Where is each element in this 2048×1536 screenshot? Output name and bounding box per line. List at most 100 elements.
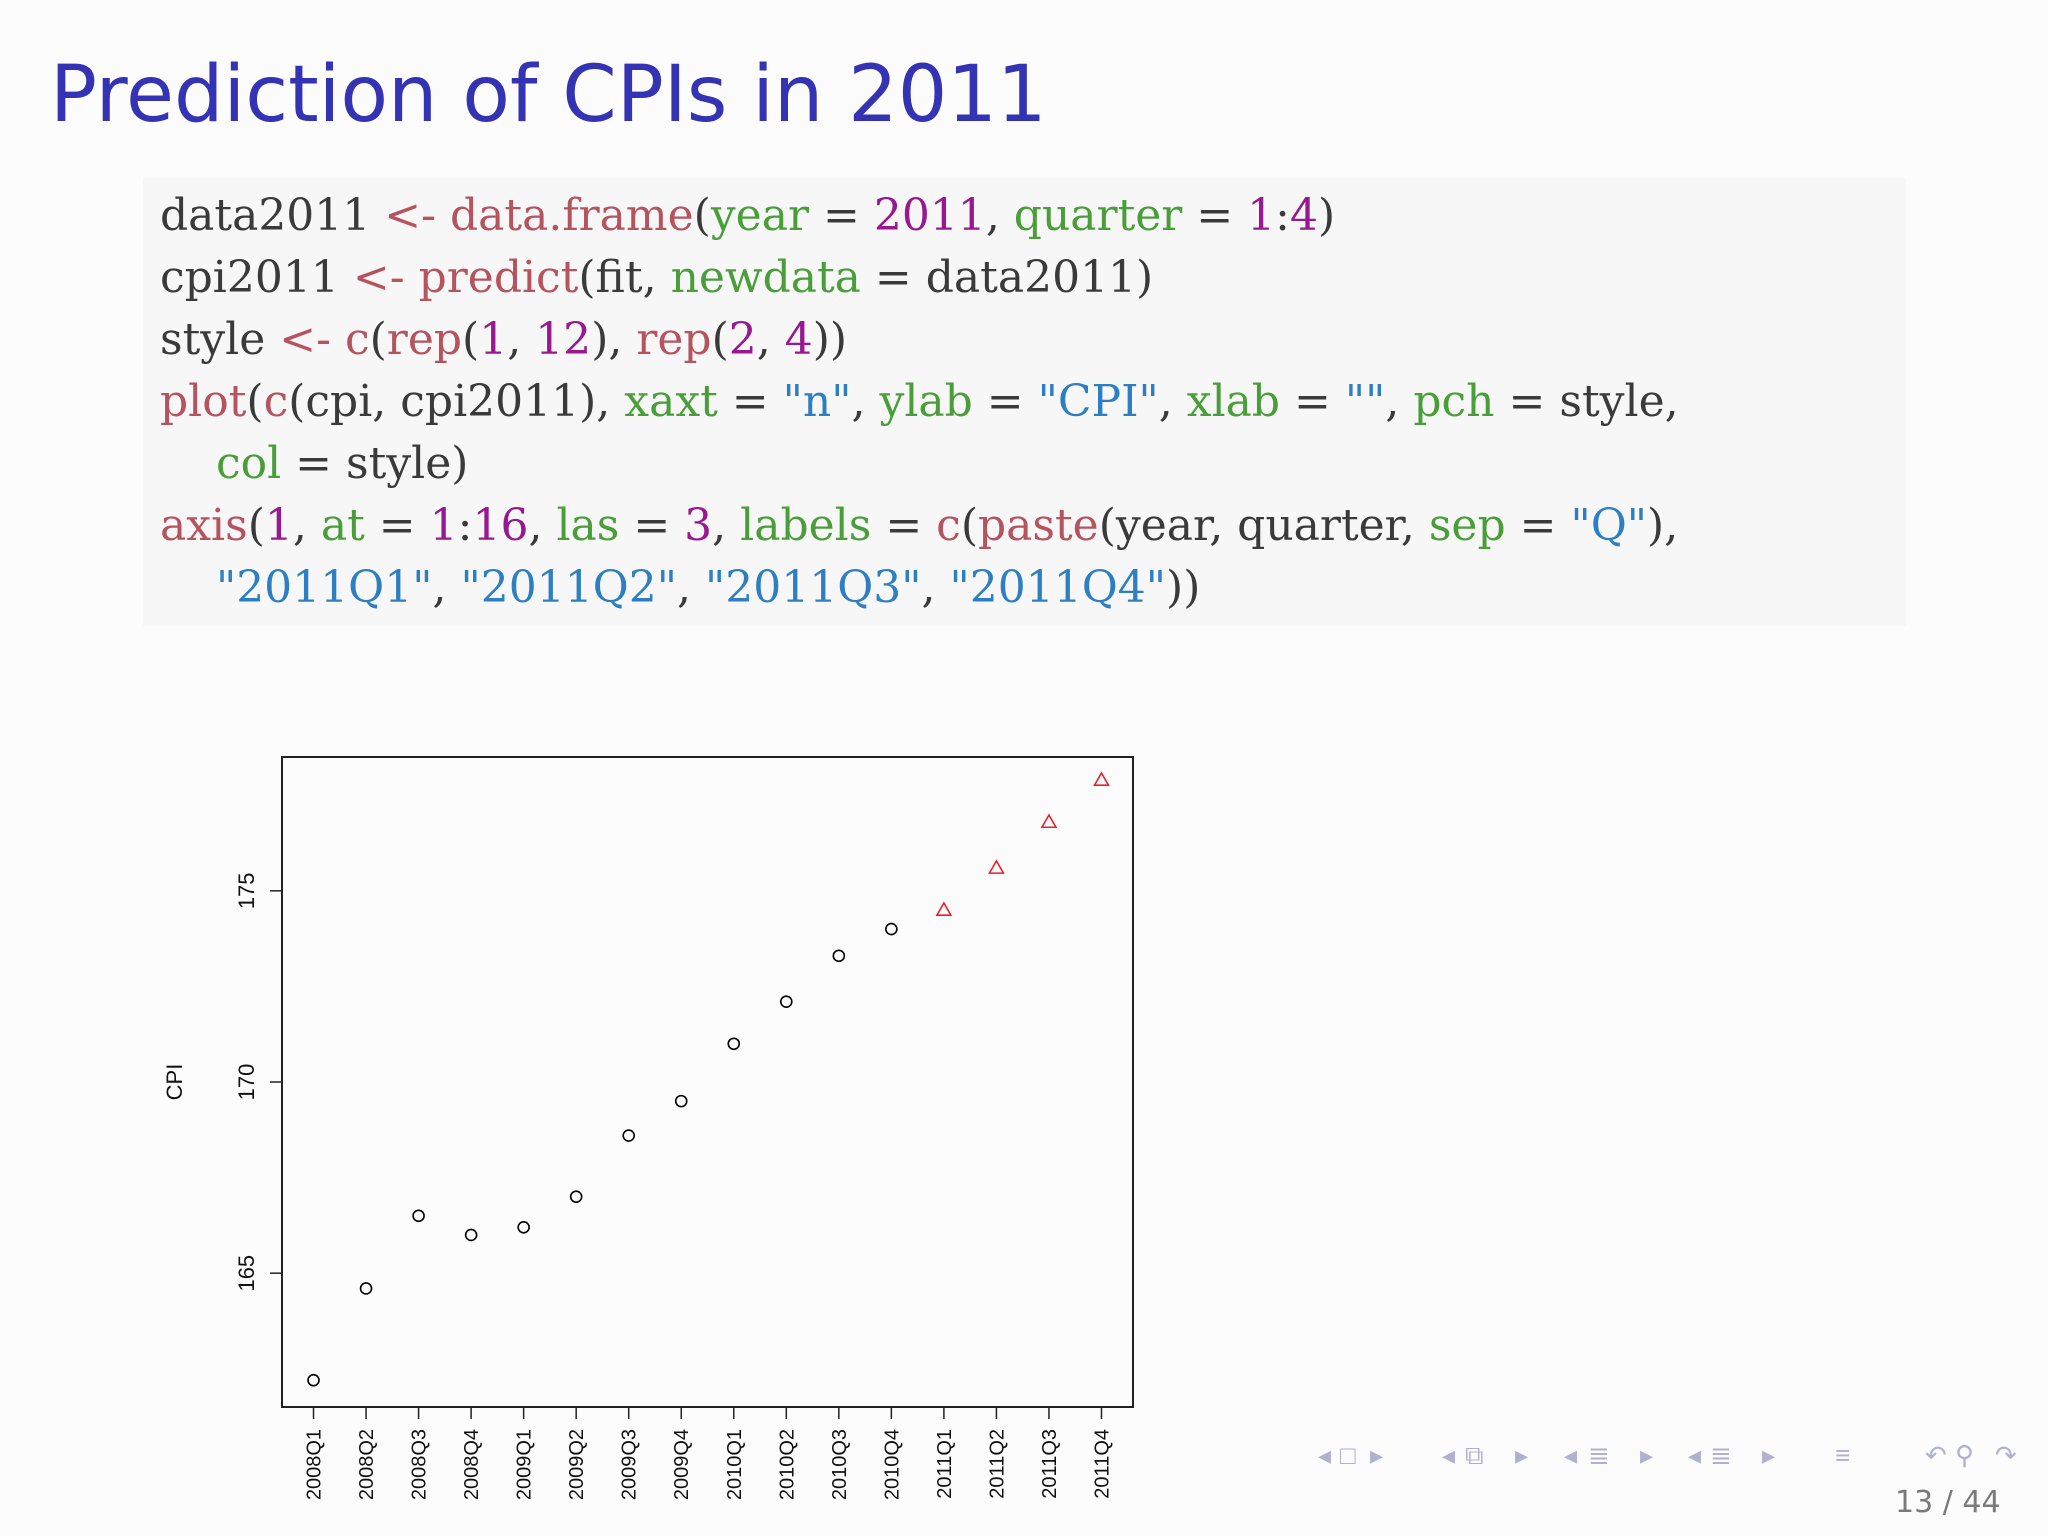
arrow-right-icon[interactable]: ▸: [1640, 1440, 1653, 1471]
code-token: [160, 438, 216, 489]
x-tick-label: 2010Q4: [881, 1429, 903, 1500]
code-token: "Q": [1570, 500, 1647, 551]
data-point-circle: [623, 1130, 634, 1141]
code-token: "2011Q4": [950, 562, 1167, 613]
x-tick-label: 2009Q4: [671, 1429, 693, 1500]
x-tick-label: 2011Q3: [1039, 1429, 1061, 1499]
code-token: =: [809, 190, 874, 241]
x-tick-label: 2008Q2: [356, 1429, 378, 1500]
search-icon[interactable]: ⚲: [1955, 1440, 1974, 1471]
code-token: =: [619, 500, 684, 551]
code-token: cpi2011: [160, 252, 353, 303]
code-line: style <- c(rep(1, 12), rep(2, 4)): [160, 309, 847, 371]
x-tick-label: 2008Q1: [304, 1429, 326, 1500]
code-token: <-: [384, 190, 436, 241]
code-line: data2011 <- data.frame(year = 2011, quar…: [160, 185, 1335, 247]
code-token: data2011: [160, 190, 384, 241]
code-token: 12: [535, 314, 591, 365]
code-token: (: [462, 314, 479, 365]
code-token: ,: [1159, 376, 1187, 427]
code-token: ,: [922, 562, 950, 613]
subsection-icon[interactable]: ⧉: [1465, 1440, 1484, 1472]
code-token: "2011Q2": [460, 562, 677, 613]
code-token: <-: [353, 252, 405, 303]
data-point-circle: [676, 1096, 687, 1107]
code-token: ylab: [879, 376, 972, 427]
code-line: "2011Q1", "2011Q2", "2011Q3", "2011Q4")): [160, 557, 1200, 619]
code-token: ,: [757, 314, 785, 365]
y-tick-label: 170: [234, 1064, 259, 1101]
code-token: pch: [1413, 376, 1494, 427]
arrow-right-icon[interactable]: ▸: [1762, 1440, 1775, 1471]
x-tick-label: 2011Q2: [986, 1429, 1008, 1499]
code-token: plot: [160, 376, 246, 427]
code-token: c: [264, 376, 289, 427]
data-point-triangle: [989, 861, 1003, 873]
search-back-icon[interactable]: ↶: [1925, 1440, 1947, 1471]
code-token: rep: [387, 314, 462, 365]
align-icon[interactable]: ≡: [1835, 1440, 1850, 1471]
data-point-triangle: [1094, 773, 1108, 785]
slide-title: Prediction of CPIs in 2011: [50, 40, 1047, 150]
code-token: 1: [265, 500, 293, 551]
code-token: ,: [293, 500, 321, 551]
code-token: at: [321, 500, 365, 551]
code-token: [331, 314, 345, 365]
code-token: (: [370, 314, 387, 365]
code-token: c: [936, 500, 961, 551]
code-token: xlab: [1187, 376, 1280, 427]
arrow-right-icon[interactable]: ▸: [1370, 1440, 1383, 1471]
code-token: =: [973, 376, 1038, 427]
code-token: (: [246, 376, 263, 427]
search-forward-icon[interactable]: ↷: [1995, 1440, 2017, 1471]
code-line: col = style): [160, 433, 468, 495]
code-token: ,: [712, 500, 740, 551]
x-tick-label: 2011Q4: [1091, 1429, 1113, 1499]
code-token: ,: [528, 500, 556, 551]
data-point-circle: [413, 1210, 424, 1221]
page-counter: 13 / 44: [1895, 1485, 2001, 1520]
code-token: 4: [1290, 190, 1318, 241]
code-token: 1: [479, 314, 507, 365]
code-line: axis(1, at = 1:16, las = 3, labels = c(p…: [160, 495, 1678, 557]
section-icon[interactable]: ≣: [1588, 1440, 1610, 1471]
code-token: 16: [472, 500, 528, 551]
code-token: ,: [851, 376, 879, 427]
code-token: col: [216, 438, 281, 489]
data-point-circle: [361, 1283, 372, 1294]
code-token: )): [1166, 562, 1200, 613]
y-tick-label: 165: [234, 1255, 259, 1292]
plot-frame: [282, 757, 1133, 1407]
code-token: 1: [430, 500, 458, 551]
code-token: ): [1318, 190, 1335, 241]
code-token: (year, quarter,: [1099, 500, 1429, 551]
code-token: =: [1182, 190, 1247, 241]
code-token: =: [1280, 376, 1345, 427]
code-token: 2: [729, 314, 757, 365]
code-token: rep: [636, 314, 711, 365]
y-tick-label: 175: [234, 872, 259, 909]
code-token: 1: [1247, 190, 1275, 241]
code-token: ,: [1385, 376, 1413, 427]
code-token: (cpi, cpi2011),: [288, 376, 624, 427]
code-token: style: [160, 314, 279, 365]
section-list-icon[interactable]: ≣: [1710, 1440, 1732, 1471]
code-token: (: [248, 500, 265, 551]
data-point-circle: [308, 1375, 319, 1386]
x-tick-label: 2010Q2: [776, 1429, 798, 1500]
code-line: plot(c(cpi, cpi2011), xaxt = "n", ylab =…: [160, 371, 1679, 433]
code-token: (: [694, 190, 711, 241]
arrow-left-icon[interactable]: ◂: [1564, 1440, 1577, 1471]
arrow-right-icon[interactable]: ▸: [1515, 1440, 1528, 1471]
beamer-navigation: ◂ □ ▸ ◂ ⧉ ▸ ◂ ≣ ▸ ◂ ≣ ▸ ≡ ↶ ⚲ ↷: [1310, 1440, 2040, 1480]
x-tick-label: 2010Q1: [724, 1429, 746, 1500]
arrow-left-icon[interactable]: ◂: [1318, 1440, 1331, 1471]
code-token: =: [365, 500, 430, 551]
arrow-left-icon[interactable]: ◂: [1442, 1440, 1455, 1471]
arrow-left-icon[interactable]: ◂: [1688, 1440, 1701, 1471]
code-token: (: [712, 314, 729, 365]
code-token: newdata: [671, 252, 861, 303]
code-token: :: [1275, 190, 1290, 241]
code-token: ,: [507, 314, 535, 365]
frame-icon[interactable]: □: [1340, 1440, 1356, 1471]
